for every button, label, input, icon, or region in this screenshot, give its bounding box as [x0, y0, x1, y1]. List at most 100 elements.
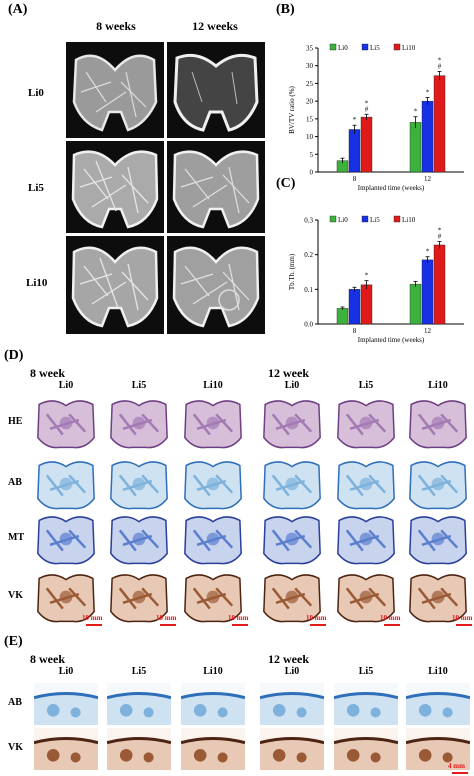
panele-ab-stain-image: [406, 683, 470, 725]
panele-column-label: Li5: [358, 666, 374, 677]
microct-image-li10-12w: [167, 236, 265, 334]
panele-column-label: Li0: [58, 666, 74, 677]
bvtv-bar-li5-8: [348, 129, 361, 173]
microct-image-li0-12w: [167, 42, 265, 138]
panel-d-scale-bar: [384, 624, 400, 626]
panel-d-scale-text: 10 mm: [380, 614, 401, 622]
tbth-significance-mark: *: [365, 272, 369, 280]
panele-ab-stain-image: [107, 683, 171, 725]
paneld-he-stain-image: [181, 394, 245, 452]
panel-a-col-12weeks: 12 weeks: [192, 19, 238, 33]
panel-d-label: (D): [4, 348, 24, 363]
bvtv-significance-mark: #: [365, 105, 369, 113]
panel-d-scale-bar: [232, 624, 248, 626]
panel-c-label: (C): [276, 176, 296, 191]
paneld-vk-stain-image: [34, 568, 98, 626]
bvtv-bar-li0-12: [409, 122, 422, 173]
bvtv-y-tick-label: 30: [306, 62, 314, 70]
chart-tb-th: 0.00.10.20.3Tb.Th. (mm) *8**#12Implanted …: [288, 215, 464, 344]
paneld-ab-stain-image: [34, 455, 98, 513]
microct-image-li0-8w: [66, 42, 164, 138]
panel-e-scale-bar: [452, 772, 468, 774]
paneld-vk-stain-image: [260, 568, 324, 626]
panel-d-scale-text: 10 mm: [82, 614, 103, 622]
tbth-bar-li0-12: [409, 283, 422, 325]
paneld-column-label: Li5: [358, 380, 374, 391]
bvtv-bar-li10-12: [433, 75, 446, 173]
bvtv-legend-swatch: [393, 43, 401, 51]
tbth-significance-mark: #: [438, 232, 442, 240]
paneld-mt-stain-image: [107, 510, 171, 568]
paneld-vk-stain-image: [107, 568, 171, 626]
tbth-legend-label: Li10: [402, 216, 416, 224]
panele-column-label: Li5: [131, 666, 147, 677]
bvtv-significance-mark: *: [438, 56, 442, 64]
paneld-row-label: MT: [8, 532, 25, 543]
tbth-legend-swatch: [361, 215, 369, 223]
bvtv-x-label: Implanted time (weeks): [358, 184, 425, 192]
panel-a-row-li5: Li5: [28, 182, 44, 194]
panele-vk-stain-image: [406, 728, 470, 770]
bvtv-y-tick-label: 0: [310, 169, 314, 177]
bvtv-legend-swatch: [329, 43, 337, 51]
panel-d-group-8week: 8 week: [30, 366, 65, 380]
panel-a-label: (A): [8, 2, 28, 17]
microct-image-li10-8w: [66, 236, 164, 334]
tbth-legend-label: Li0: [338, 216, 348, 224]
paneld-ab-stain-image: [334, 455, 398, 513]
paneld-he-stain-image: [406, 394, 470, 452]
paneld-column-label: Li0: [284, 380, 300, 391]
tbth-x-tick-label: 12: [424, 327, 432, 335]
bvtv-legend-label: Li0: [338, 44, 348, 52]
paneld-mt-stain-image: [181, 510, 245, 568]
panel-d-scale-text: 10 mm: [452, 614, 473, 622]
panel-d-scale-bar: [160, 624, 176, 626]
panele-row-label: AB: [8, 697, 22, 708]
tbth-significance-mark: *: [426, 248, 430, 256]
paneld-he-stain-image: [34, 394, 98, 452]
panel-d-scale-text: 10 mm: [306, 614, 327, 622]
microct-image-li5-12w: [167, 141, 265, 233]
tbth-legend-label: Li5: [370, 216, 380, 224]
panele-ab-stain-image: [260, 683, 324, 725]
paneld-vk-stain-image: [181, 568, 245, 626]
panele-vk-stain-image: [181, 728, 245, 770]
panel-e-group-8week: 8 week: [30, 652, 65, 666]
tbth-y-tick-label: 0.1: [304, 286, 313, 294]
bvtv-significance-mark: *: [353, 116, 357, 124]
panel-d-scale-text: 10 mm: [228, 614, 249, 622]
panel-e-scale-text: 4 mm: [448, 762, 465, 770]
panel-d-scale-text: 10 mm: [156, 614, 177, 622]
panel-a-row-li0: Li0: [28, 87, 44, 99]
panele-row-label: VK: [8, 742, 23, 753]
tbth-bar-li10-12: [433, 244, 446, 325]
bvtv-y-tick-label: 10: [306, 133, 314, 141]
bvtv-y-tick-label: 20: [306, 98, 314, 106]
tbth-bar-li10-8: [360, 284, 373, 325]
paneld-vk-stain-image: [334, 568, 398, 626]
bvtv-y-tick-label: 35: [306, 45, 314, 53]
bvtv-y-tick-label: 25: [306, 80, 314, 88]
panel-e-group-12week: 12 week: [268, 652, 309, 666]
bvtv-y-label: BV/TV ratio (%): [288, 85, 296, 133]
paneld-ab-stain-image: [181, 455, 245, 513]
bvtv-bar-li5-12: [421, 100, 434, 173]
paneld-row-label: VK: [8, 590, 23, 601]
paneld-mt-stain-image: [334, 510, 398, 568]
tbth-y-tick-label: 0.3: [304, 217, 313, 225]
tbth-x-label: Implanted time (weeks): [358, 336, 425, 344]
tbth-legend-swatch: [329, 215, 337, 223]
paneld-he-stain-image: [260, 394, 324, 452]
paneld-ab-stain-image: [406, 455, 470, 513]
paneld-vk-stain-image: [406, 568, 470, 626]
paneld-ab-stain-image: [260, 455, 324, 513]
panel-d-group-12week: 12 week: [268, 366, 309, 380]
bvtv-legend-label: Li10: [402, 44, 416, 52]
panele-vk-stain-image: [260, 728, 324, 770]
paneld-column-label: Li10: [428, 380, 448, 391]
bvtv-x-tick-label: 8: [353, 175, 357, 183]
tbth-bar-li5-12: [421, 259, 434, 325]
panel-a-col-8weeks: 8 weeks: [96, 19, 136, 33]
panele-ab-stain-image: [34, 683, 98, 725]
panel-d-scale-bar: [456, 624, 472, 626]
